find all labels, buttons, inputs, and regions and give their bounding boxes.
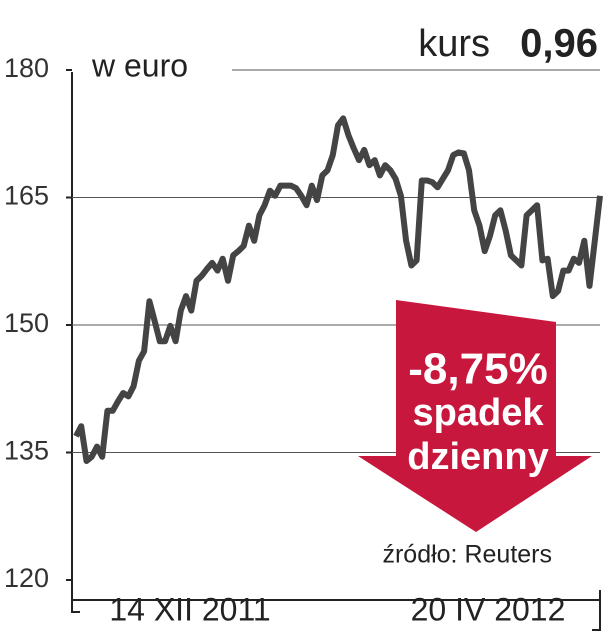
annotation-line: dzienny (407, 436, 548, 478)
x-label: 20 IV 2012 (411, 591, 566, 627)
source: źródło: Reuters (382, 541, 552, 569)
y-tick-label: 120 (4, 563, 49, 593)
x-label: 14 XII 2011 (109, 591, 270, 627)
axis (71, 72, 601, 601)
y-tick-label: 135 (4, 436, 49, 466)
plot (73, 115, 603, 464)
headline-value: 0,96 (520, 22, 598, 66)
annotation-arrow (358, 300, 592, 532)
y-tick-label: 165 (4, 181, 49, 211)
axis-bracket (71, 600, 601, 631)
grid: 120 135 150 165 180 (4, 53, 600, 593)
annotation-line: -8,75% (408, 345, 547, 394)
annotation-line: spadek (413, 392, 545, 434)
headline-label: kurs (418, 23, 490, 65)
y-tick-label: 150 (4, 308, 49, 338)
line (73, 115, 603, 464)
y-tick-label: 180 (4, 53, 49, 83)
y-unit: w euro (91, 47, 188, 83)
